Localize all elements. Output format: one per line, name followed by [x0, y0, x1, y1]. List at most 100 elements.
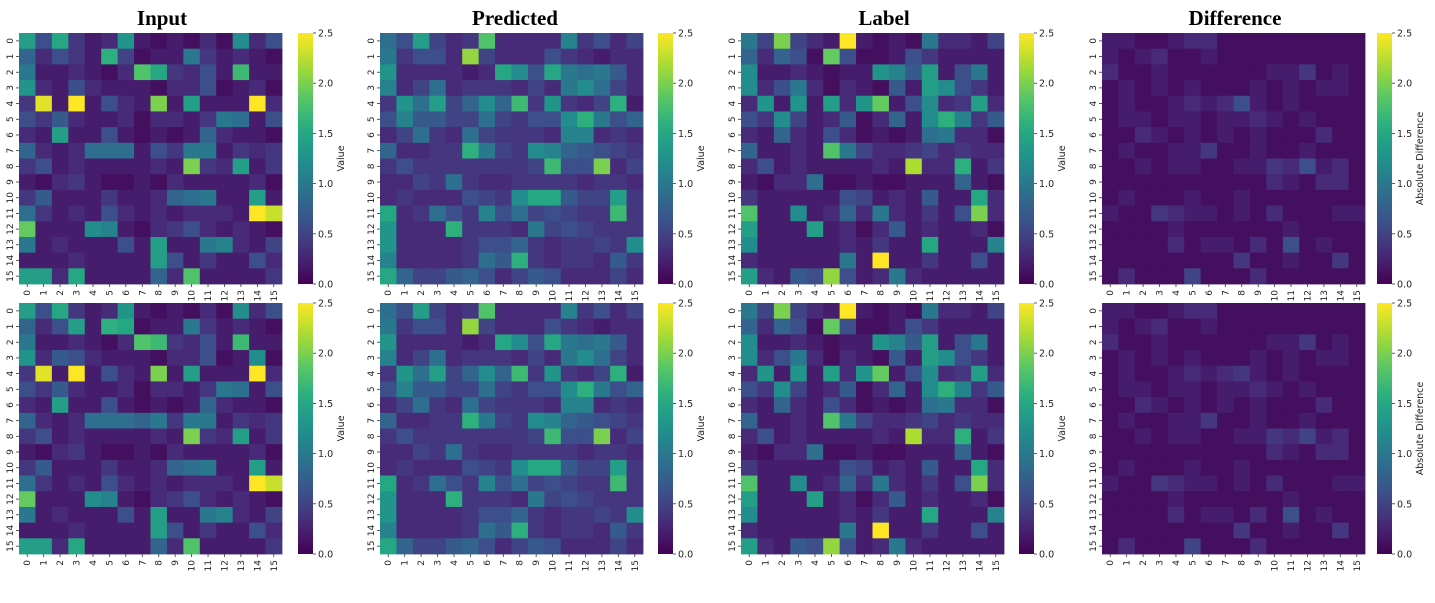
heatmap-cell: [1266, 318, 1284, 335]
heatmap-cell: [1266, 365, 1284, 382]
heatmap-cell: [478, 475, 496, 492]
heatmap-cell: [872, 142, 890, 159]
heatmap-cell: [1299, 428, 1317, 445]
heatmap-cell: [495, 459, 512, 476]
heatmap-cell: [741, 397, 758, 414]
x-tick-label: 13: [598, 290, 608, 301]
heatmap-cell: [1233, 428, 1251, 445]
heatmap-cell: [1184, 142, 1202, 159]
heatmap-cell: [954, 95, 972, 112]
heatmap-cell: [183, 444, 201, 461]
heatmap-cell: [183, 459, 201, 476]
heatmap-cell: [527, 412, 545, 429]
heatmap-cell: [511, 475, 529, 492]
heatmap-cell: [1134, 80, 1152, 97]
heatmap-cell: [117, 475, 135, 492]
heatmap-cell: [249, 64, 266, 81]
heatmap-cell: [462, 412, 480, 429]
heatmap-cell: [380, 127, 397, 144]
heatmap-cell: [1102, 381, 1119, 398]
x-tick-label: 1: [40, 560, 50, 566]
heatmap-cell: [527, 111, 545, 128]
heatmap-cell: [232, 33, 250, 50]
heatmap-cell: [905, 475, 923, 492]
heatmap-cell: [560, 412, 578, 429]
heatmap-cell: [823, 127, 841, 144]
heatmap-cell: [856, 142, 873, 159]
heatmap-cell: [757, 522, 775, 539]
y-tick-label: 4: [728, 370, 738, 376]
heatmap-cell: [445, 428, 463, 445]
heatmap-cell: [1134, 318, 1152, 335]
heatmap-cell: [35, 252, 53, 269]
heatmap-cell: [839, 444, 857, 461]
heatmap-cell: [232, 506, 250, 524]
x-tick-label: 8: [155, 560, 165, 566]
heatmap-cell: [249, 33, 266, 50]
heatmap-cell: [150, 33, 168, 50]
heatmap-cell: [166, 522, 184, 539]
heatmap-cell: [1282, 459, 1300, 476]
heatmap-cell: [921, 64, 939, 81]
heatmap-cell: [445, 350, 463, 367]
colorbar-tick-label: 0.5: [1397, 229, 1412, 240]
heatmap-cell: [232, 397, 250, 414]
heatmap-cell: [938, 381, 956, 398]
heatmap-cell: [1217, 538, 1234, 555]
heatmap-cell: [610, 174, 627, 191]
heatmap-cell: [183, 506, 201, 524]
heatmap-cell: [790, 189, 808, 206]
heatmap-cell: [1102, 475, 1119, 492]
heatmap-cell: [560, 365, 578, 382]
heatmap-cell: [1249, 506, 1267, 524]
heatmap-cell: [1200, 538, 1218, 555]
heatmap-cell: [199, 80, 217, 97]
y-tick-label: 12: [1089, 223, 1099, 234]
heatmap-cell: [166, 80, 184, 97]
x-tick-label: 12: [581, 560, 591, 571]
heatmap-cell: [938, 428, 956, 445]
heatmap-cell: [593, 334, 611, 351]
heatmap-cell: [856, 397, 873, 414]
heatmap-cell: [134, 491, 151, 508]
heatmap-cell: [577, 80, 595, 97]
heatmap-cell: [987, 142, 1005, 159]
heatmap-cell: [626, 303, 644, 320]
heatmap-cell: [971, 158, 988, 175]
heatmap-cell: [790, 475, 808, 492]
y-tick-label: 14: [1089, 254, 1099, 266]
colorbar-tick-label: 1.0: [678, 449, 693, 460]
heatmap-cell: [134, 268, 151, 285]
heatmap-cell: [19, 48, 36, 65]
heatmap-cell: [1282, 475, 1300, 492]
heatmap-cell: [412, 538, 430, 555]
colorbar-tick-label: 2.5: [1397, 299, 1412, 310]
heatmap-cell: [1200, 80, 1218, 97]
heatmap-cell: [626, 174, 644, 191]
heatmap-cell: [445, 268, 463, 285]
heatmap-cell: [134, 428, 151, 445]
heatmap-cell: [1282, 111, 1300, 128]
heatmap-cell: [1282, 381, 1300, 398]
heatmap-cell: [1118, 350, 1136, 367]
heatmap-cell: [610, 205, 627, 222]
heatmap-cell: [1118, 48, 1136, 65]
heatmap-cell: [560, 506, 578, 524]
heatmap-cell: [741, 365, 758, 382]
heatmap-cell: [741, 412, 758, 429]
heatmap-cell: [1249, 491, 1267, 508]
heatmap-cell: [35, 111, 53, 128]
heatmap-cell: [117, 365, 135, 382]
heatmap-cell: [938, 397, 956, 414]
heatmap-cell: [117, 459, 135, 476]
colorbar-tick-label: 1.0: [1039, 179, 1054, 190]
heatmap-cell: [839, 334, 857, 351]
heatmap-cell: [1151, 475, 1169, 492]
x-tick-label: 1: [762, 560, 772, 566]
heatmap-cell: [560, 236, 578, 254]
heatmap-cell: [954, 522, 972, 539]
heatmap-cell: [1102, 95, 1119, 112]
heatmap-cell: [199, 142, 217, 159]
